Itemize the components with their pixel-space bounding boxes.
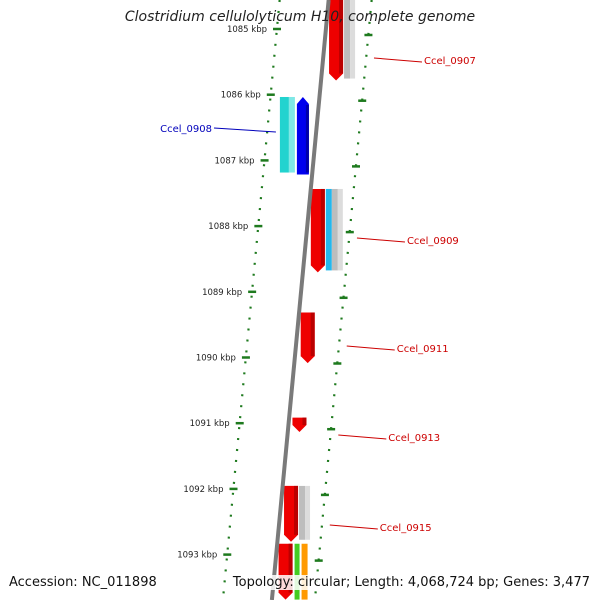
gene-shadow (320, 188, 325, 266)
accession-text: Accession: NC_011898 (7, 575, 159, 590)
gene-strip (331, 188, 338, 271)
gene-strip (299, 485, 306, 540)
gene-label[interactable]: Ccel_0915 (380, 523, 432, 534)
gene-shadow (339, 0, 344, 74)
label-leader-line (346, 345, 395, 351)
ruler-tick-label: 1089 kbp (202, 288, 242, 298)
label-leader-line (373, 57, 423, 63)
ruler-tick-label: 1085 kbp (227, 25, 267, 35)
ruler-dots (221, 0, 281, 600)
gene-strip (325, 188, 332, 271)
ruler-tick-label: 1092 kbp (183, 485, 223, 495)
inner-ruler-dotted-line (313, 0, 373, 600)
outer-ruler-dotted-line (221, 0, 281, 600)
ruler-ticks: 1085 kbp 1086 kbp 1087 kbp 1088 kbp 1089 kbp… (177, 25, 373, 562)
label-leader-line (213, 127, 276, 133)
label-leader-line (338, 434, 387, 440)
gene-shadow (288, 543, 293, 593)
genome-summary-text: Topology: circular; Length: 4,068,724 bp… (230, 575, 592, 590)
gene-label[interactable]: Ccel_0909 (407, 236, 459, 247)
gene-labels: Ccel_0907 Ccel_0908 Ccel_0909 Ccel_0911 Ccel… (160, 56, 476, 534)
gene-label[interactable]: Ccel_0908 (160, 124, 212, 135)
map-title: Clostridium cellulolyticum H10, complete… (124, 9, 476, 25)
gene-label[interactable]: Ccel_0913 (388, 433, 440, 444)
gene-strip (294, 543, 300, 600)
gene-shadow (305, 104, 309, 173)
gene-label[interactable]: Ccel_0907 (424, 56, 476, 67)
gene-shadow (294, 485, 299, 535)
gene-strip (279, 96, 289, 173)
gene-strip (305, 485, 311, 540)
ruler-tick-label: 1093 kbp (177, 551, 217, 561)
ruler-tick-label: 1088 kbp (208, 222, 248, 232)
gene-shadow (310, 312, 315, 357)
gene-strip (288, 96, 295, 173)
gene-label[interactable]: Ccel_0911 (397, 344, 449, 355)
gene-strip (350, 0, 356, 79)
ruler-tick-label: 1086 kbp (221, 91, 261, 101)
ruler-tick-label: 1091 kbp (190, 419, 230, 429)
label-leader-line (356, 237, 405, 243)
label-leader-line (329, 524, 378, 530)
genes-layer (278, 0, 356, 600)
ruler-tick-label: 1090 kbp (196, 354, 236, 364)
gene-strip (337, 188, 343, 271)
gene-strip (301, 543, 308, 600)
ruler-dots (313, 0, 373, 600)
ruler-tick-label: 1087 kbp (215, 156, 255, 166)
gene-strip (344, 0, 351, 79)
genome-backbone (269, 0, 331, 600)
gene-shadow (302, 417, 307, 426)
